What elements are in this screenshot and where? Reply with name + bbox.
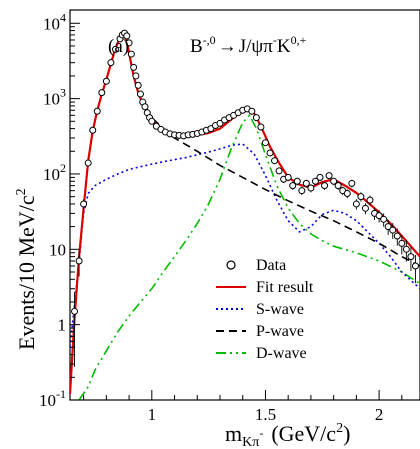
- data-point: [132, 72, 140, 80]
- data-point: [316, 173, 324, 182]
- legend-label: D-wave: [256, 345, 307, 362]
- y-axis-label: Events/10 MeV/c2: [14, 188, 39, 350]
- data-point: [330, 177, 338, 186]
- data-point: [261, 139, 269, 147]
- data-point: [134, 81, 142, 89]
- data-point: [398, 235, 406, 255]
- data-point: [284, 173, 292, 182]
- data-point: [275, 167, 283, 175]
- data-point: [102, 77, 110, 85]
- axes-layer: 1 1.5 2 10-1 1 10 102 103 104: [39, 10, 403, 424]
- data-point: [352, 199, 360, 210]
- curves-layer: [70, 34, 420, 400]
- data-point: [389, 223, 397, 239]
- legend-entry-d-wave: D-wave: [216, 345, 307, 362]
- legend-entry-p-wave: P-wave: [216, 323, 304, 340]
- data-point: [93, 107, 101, 115]
- data-point: [357, 192, 365, 202]
- data-point: [80, 199, 88, 210]
- data-point: [252, 114, 260, 122]
- data-point: [125, 39, 133, 47]
- data-point: [348, 179, 356, 188]
- data-point: [293, 177, 301, 186]
- data-point: [84, 159, 92, 167]
- data-point: [321, 181, 329, 190]
- data-point: [141, 103, 149, 111]
- data-point: [402, 240, 410, 262]
- legend-label: Fit result: [256, 279, 314, 296]
- legend-entry-fit-result: Fit result: [216, 279, 314, 296]
- series-line-s-wave: [70, 143, 420, 348]
- data-points-layer: [71, 29, 419, 367]
- y-tick-label: 104: [43, 10, 66, 33]
- data-point: [393, 228, 401, 246]
- data-point: [216, 119, 224, 127]
- series-line-p-wave: [70, 34, 420, 395]
- data-point: [366, 195, 374, 206]
- series-line-d-wave: [78, 113, 420, 400]
- data-point: [289, 181, 297, 190]
- data-point: [98, 89, 106, 97]
- data-point: [343, 189, 351, 199]
- data-point: [311, 177, 319, 186]
- data-point: [375, 209, 383, 223]
- data-point: [271, 157, 279, 165]
- legend-label: Data: [256, 257, 286, 274]
- data-point: [361, 203, 369, 215]
- data-point: [257, 123, 265, 131]
- y-tick-label: 103: [43, 86, 66, 109]
- x-tick-label: 1: [148, 405, 157, 424]
- series-line-fit-result: [70, 34, 420, 395]
- plot-frame: [69, 9, 420, 401]
- data-point: [89, 126, 97, 134]
- data-point: [302, 179, 310, 188]
- data-point: [380, 213, 388, 227]
- y-tick-label: 10: [49, 240, 66, 259]
- legend: Data Fit result S-wave P-wave D-wave: [216, 257, 314, 362]
- data-point: [127, 50, 135, 58]
- data-point: [266, 149, 274, 157]
- data-point: [384, 220, 392, 235]
- data-point: [307, 184, 315, 193]
- data-point: [107, 59, 115, 67]
- legend-label: S-wave: [256, 301, 304, 318]
- data-point: [325, 172, 333, 180]
- data-point: [136, 90, 144, 98]
- legend-entry-data: Data: [226, 257, 286, 274]
- x-tick-label: 2: [375, 405, 384, 424]
- data-point: [75, 250, 83, 277]
- data-point: [123, 32, 131, 40]
- legend-label: P-wave: [256, 323, 304, 340]
- data-point: [248, 107, 256, 115]
- legend-entry-s-wave: S-wave: [216, 301, 304, 318]
- data-point: [411, 254, 419, 284]
- data-point: [334, 181, 342, 190]
- x-tick-label: 1.5: [255, 405, 276, 424]
- panel-label: (a): [108, 36, 129, 57]
- y-tick-label: 10-1: [39, 387, 66, 410]
- data-point: [148, 117, 156, 125]
- data-point: [298, 186, 306, 196]
- data-point: [407, 246, 415, 271]
- x-axis-label: mKπ- (GeV/c2): [225, 421, 350, 449]
- y-tick-label: 102: [43, 161, 66, 184]
- data-point: [111, 45, 119, 53]
- legend-marker: [226, 260, 236, 270]
- data-point: [130, 63, 138, 71]
- y-tick-label: 1: [58, 316, 67, 335]
- chart-title: B-,0 → J/ψπ-K0,+: [190, 33, 307, 57]
